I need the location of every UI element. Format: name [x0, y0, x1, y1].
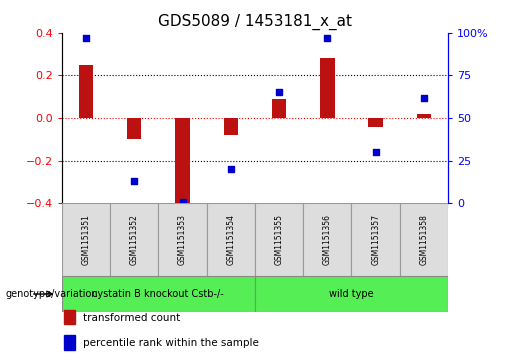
Point: [275, 90, 283, 95]
Title: GDS5089 / 1453181_x_at: GDS5089 / 1453181_x_at: [158, 14, 352, 30]
Bar: [159, 203, 207, 276]
Text: percentile rank within the sample: percentile rank within the sample: [83, 338, 259, 348]
Text: GSM1151355: GSM1151355: [274, 214, 284, 265]
Bar: [255, 203, 303, 276]
Bar: [224, 118, 238, 135]
Point: [82, 35, 90, 41]
Point: [323, 35, 332, 41]
Text: GSM1151352: GSM1151352: [130, 214, 139, 265]
Point: [371, 149, 380, 155]
Bar: [417, 114, 431, 118]
Bar: [207, 203, 255, 276]
Text: transformed count: transformed count: [83, 313, 180, 323]
Text: GSM1151354: GSM1151354: [226, 214, 235, 265]
Text: cystatin B knockout Cstb-/-: cystatin B knockout Cstb-/-: [93, 289, 224, 299]
Bar: [62, 276, 255, 312]
Bar: [127, 118, 142, 139]
Bar: [64, 335, 75, 350]
Bar: [64, 310, 75, 324]
Bar: [400, 203, 448, 276]
Bar: [303, 203, 351, 276]
Bar: [320, 58, 335, 118]
Bar: [351, 203, 400, 276]
Text: genotype/variation: genotype/variation: [5, 289, 98, 299]
Text: GSM1151353: GSM1151353: [178, 214, 187, 265]
Text: GSM1151356: GSM1151356: [323, 214, 332, 265]
Point: [227, 166, 235, 172]
Bar: [62, 203, 110, 276]
Text: GSM1151357: GSM1151357: [371, 214, 380, 265]
Text: wild type: wild type: [329, 289, 374, 299]
Bar: [79, 65, 93, 118]
Point: [178, 199, 186, 204]
Bar: [368, 118, 383, 127]
Bar: [175, 118, 190, 205]
Point: [130, 178, 139, 184]
Text: GSM1151358: GSM1151358: [419, 214, 428, 265]
Bar: [272, 99, 286, 118]
Point: [420, 95, 428, 101]
Text: GSM1151351: GSM1151351: [81, 214, 91, 265]
Bar: [255, 276, 448, 312]
Bar: [110, 203, 159, 276]
